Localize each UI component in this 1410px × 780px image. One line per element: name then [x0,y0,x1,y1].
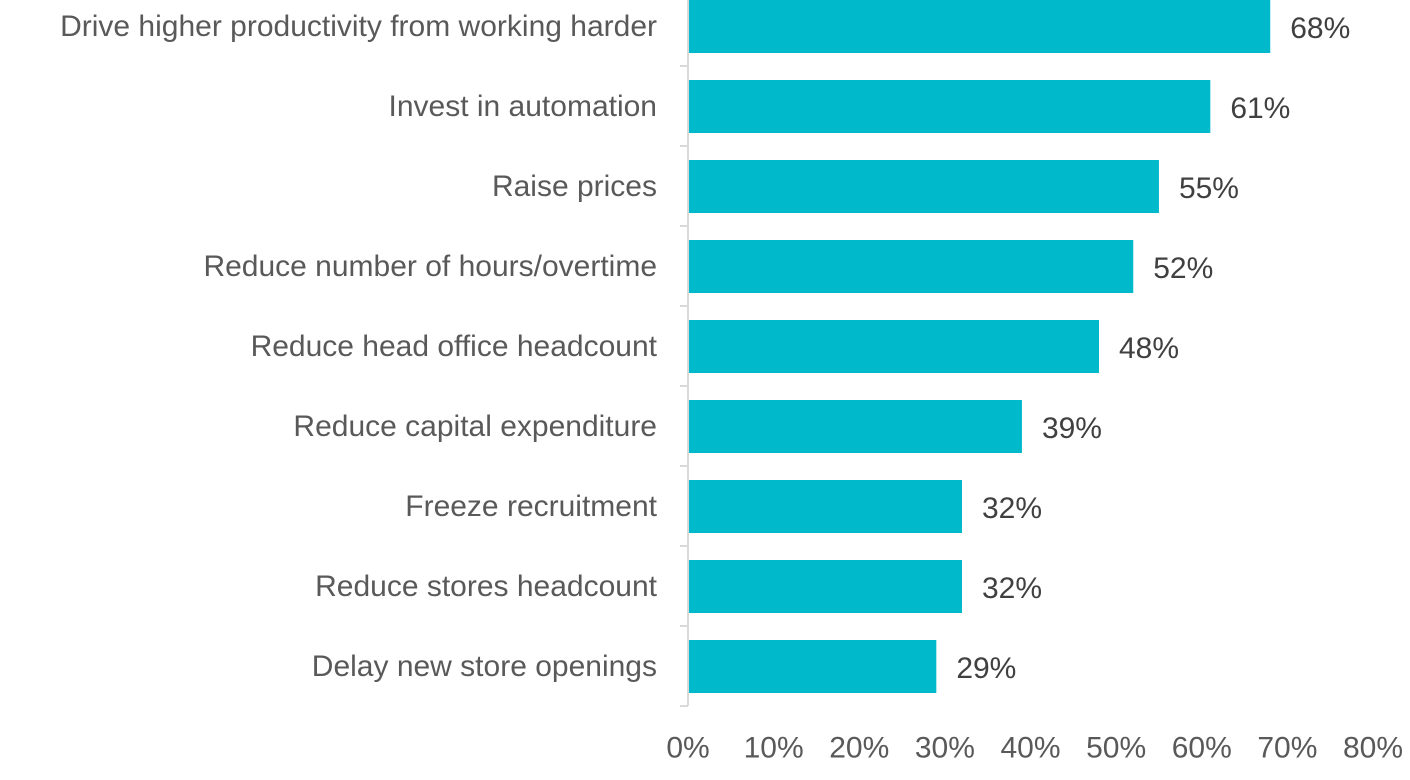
axis-group [680,0,689,707]
category-label: Delay new store openings [312,650,657,683]
category-label: Drive higher productivity from working h… [60,10,657,43]
value-label: 39% [1042,412,1102,445]
value-label: 61% [1230,92,1290,125]
bar [689,400,1022,453]
value-labels-group: 68% 61% 55% 52% 48% 39% 32% 32% 29% [956,12,1350,685]
category-label: Reduce capital expenditure [293,410,657,443]
value-label: 32% [982,572,1042,605]
bar [689,640,937,693]
x-tick-label: 30% [915,732,975,765]
bar [689,80,1211,133]
value-label: 55% [1179,172,1239,205]
category-label: Reduce number of hours/overtime [203,250,657,283]
bar [689,0,1271,53]
bar [689,320,1099,373]
category-label: Reduce head office headcount [251,330,658,363]
x-tick-label: 20% [829,732,889,765]
category-label: Raise prices [492,170,657,203]
x-tick-label: 60% [1172,732,1232,765]
bar [689,480,962,533]
value-label: 29% [956,652,1016,685]
x-tick-label: 40% [1000,732,1060,765]
bar [689,160,1159,213]
category-label: Freeze recruitment [405,490,657,523]
x-tick-label: 10% [744,732,804,765]
category-label: Invest in automation [389,90,658,123]
bars-group [689,0,1271,693]
category-labels-group: Drive higher productivity from working h… [60,10,658,683]
x-tick-label: 80% [1343,732,1403,765]
bar [689,560,962,613]
category-label: Reduce stores headcount [315,570,658,603]
value-label: 52% [1153,252,1213,285]
x-tick-label: 70% [1257,732,1317,765]
x-tick-label: 50% [1086,732,1146,765]
value-label: 48% [1119,332,1179,365]
value-label: 32% [982,492,1042,525]
value-label: 68% [1290,12,1350,45]
x-tick-labels-group: 0% 10% 20% 30% 40% 50% 60% 70% 80% [666,732,1403,765]
x-tick-label: 0% [666,732,709,765]
bar [689,240,1134,293]
